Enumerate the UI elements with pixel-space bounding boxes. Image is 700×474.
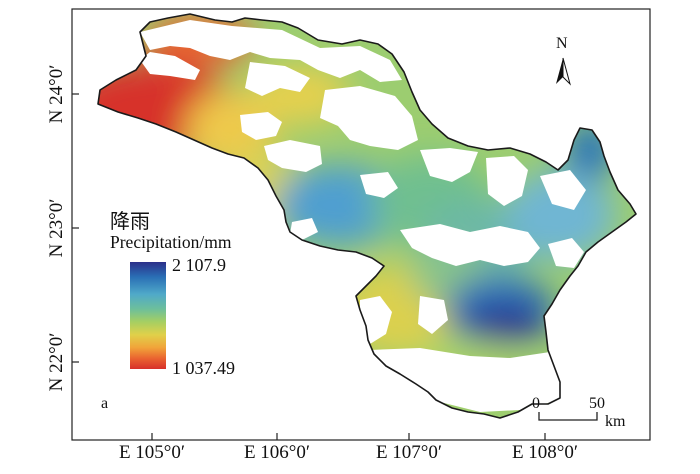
y-ticks: [72, 93, 79, 363]
map-frame: [71, 8, 651, 441]
legend-title-cn: 降雨: [110, 209, 150, 233]
x-tick-label-108: E 108°0′: [511, 442, 579, 463]
legend-max-label: 2 107.9: [172, 255, 226, 275]
legend-color-bar: [130, 262, 166, 369]
scale-unit-label: km: [605, 413, 626, 430]
region-boundary: [97, 13, 637, 419]
y-tick-label-24: N 24°0′: [46, 64, 67, 124]
y-tick-label-23: N 23°0′: [46, 198, 67, 258]
legend-min-label: 1 037.49: [172, 358, 235, 378]
no-data-areas: [140, 20, 586, 412]
scale-fifty-label: 50: [589, 395, 605, 412]
scale-bar: [538, 412, 598, 421]
legend-title-en: Precipitation/mm: [110, 232, 232, 252]
x-tick-label-107: E 107°0′: [375, 442, 443, 463]
scale-zero-label: 0: [532, 395, 540, 412]
y-tick-label-22: N 22°0′: [46, 332, 67, 392]
x-ticks: [151, 433, 546, 440]
north-label: N: [556, 35, 568, 52]
x-tick-label-105: E 105°0′: [118, 442, 186, 463]
panel-label: a: [101, 395, 109, 412]
north-arrow-icon: [556, 57, 571, 86]
x-tick-label-106: E 106°0′: [243, 442, 311, 463]
